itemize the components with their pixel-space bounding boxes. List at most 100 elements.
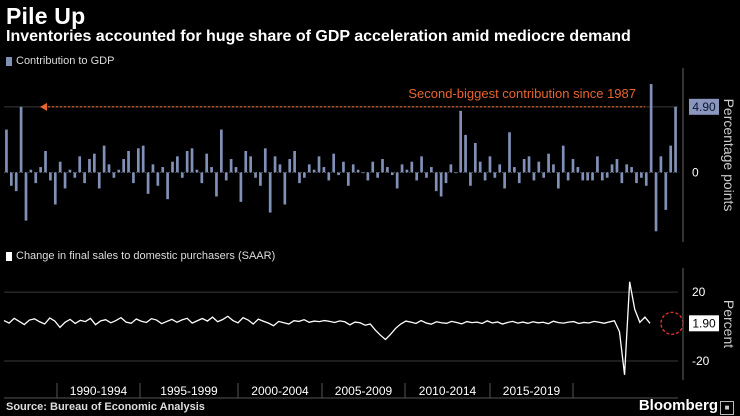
bar — [14, 172, 18, 192]
bar — [112, 172, 116, 178]
bar — [654, 172, 658, 232]
bar — [605, 172, 609, 178]
bar — [185, 150, 189, 173]
bar — [293, 150, 296, 173]
bar — [259, 172, 262, 186]
annotation-arrowhead — [40, 102, 47, 111]
legend-line-label: Change in final sales to domestic purcha… — [16, 250, 276, 262]
bar — [527, 156, 531, 173]
highlight-circle — [660, 311, 684, 336]
bar — [669, 145, 673, 173]
legend-line-swatch — [6, 251, 12, 261]
y-axis-title-top: Percentage points — [721, 99, 737, 212]
bar — [122, 159, 126, 173]
bar — [420, 156, 423, 173]
bar — [371, 161, 375, 173]
legend-bar: Contribution to GDP — [6, 55, 114, 67]
last-value-label: 4.90 — [692, 100, 716, 114]
bar — [361, 172, 365, 174]
bar — [410, 161, 414, 173]
bar — [166, 172, 169, 200]
bar — [596, 156, 599, 173]
x-tick-label: 2005-2009 — [335, 384, 393, 398]
bar — [459, 110, 463, 173]
x-tick-label: 2010-2014 — [419, 384, 477, 398]
bar — [29, 169, 33, 173]
bar — [542, 172, 546, 178]
line-annotation — [660, 311, 684, 336]
line-y-axis: 20 -20 1.90 Percent — [682, 268, 737, 380]
bar — [312, 169, 316, 173]
chart-subtitle: Inventories accounted for huge share of … — [6, 28, 631, 45]
bar — [376, 172, 379, 178]
bar — [249, 156, 252, 173]
brand-badge-icon: ■ — [720, 401, 734, 415]
bar — [537, 161, 541, 173]
bar — [127, 150, 130, 173]
brand-logo: Bloomberg — [638, 397, 718, 414]
bar — [200, 172, 204, 184]
last-value-box — [689, 98, 719, 115]
bar — [283, 172, 287, 205]
bar — [307, 164, 311, 173]
bar — [171, 161, 174, 173]
bar — [488, 156, 492, 173]
line-series — [3, 281, 651, 375]
bar — [24, 172, 28, 221]
bar — [503, 172, 506, 189]
last-value-box — [689, 315, 719, 332]
bar — [63, 172, 67, 189]
bar — [298, 172, 301, 184]
bar — [19, 106, 23, 173]
bar — [322, 167, 326, 173]
bar — [395, 172, 399, 189]
bar — [146, 172, 150, 194]
bar — [342, 161, 345, 173]
bar — [640, 172, 643, 178]
bar — [644, 172, 648, 186]
bar — [229, 159, 233, 173]
bar — [464, 134, 467, 173]
bar — [332, 153, 336, 173]
legend-line: Change in final sales to domestic purcha… — [6, 250, 275, 262]
bar — [88, 159, 91, 173]
bar — [610, 164, 614, 173]
bar — [532, 172, 536, 181]
tick-label: 20 — [692, 285, 706, 299]
bar-y-axis: 0 4.90 Percentage points — [682, 68, 737, 242]
bar — [73, 172, 77, 178]
bar — [405, 169, 409, 173]
bar — [664, 172, 668, 210]
bar — [620, 172, 624, 184]
bar — [288, 159, 292, 173]
bar — [93, 153, 96, 173]
bar — [180, 172, 184, 178]
bar — [254, 172, 257, 178]
bar — [224, 172, 228, 181]
bar — [176, 156, 179, 173]
bar — [508, 132, 511, 173]
annotation-text: Second-biggest contribution since 1987 — [408, 86, 636, 101]
bar — [58, 161, 62, 173]
bar — [425, 172, 428, 178]
bar — [239, 172, 243, 202]
bar — [205, 153, 209, 173]
bar — [454, 172, 458, 174]
last-value-label: 1.90 — [692, 316, 716, 330]
bar — [78, 156, 82, 173]
bar — [102, 145, 106, 173]
bar — [600, 172, 604, 181]
y-axis-title-bottom: Percent — [721, 300, 737, 348]
x-tick-label: 1990-1994 — [70, 384, 128, 398]
bar — [161, 167, 165, 173]
bar — [244, 150, 248, 173]
x-tick-label: 2015-2019 — [503, 384, 561, 398]
bar — [117, 169, 121, 173]
bar — [381, 159, 384, 173]
bar — [195, 169, 199, 173]
bar — [366, 172, 370, 181]
bar — [473, 142, 477, 173]
bar — [547, 153, 550, 173]
bar — [49, 172, 52, 181]
